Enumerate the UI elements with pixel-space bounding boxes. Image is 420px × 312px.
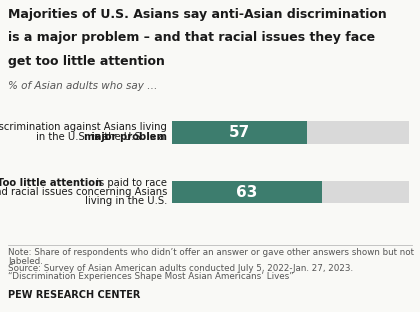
Text: PEW RESEARCH CENTER: PEW RESEARCH CENTER — [8, 290, 141, 300]
Text: get too little attention: get too little attention — [8, 55, 165, 68]
Bar — [172, 121, 410, 144]
Text: 57: 57 — [229, 125, 250, 140]
Text: in the U.S. is a: in the U.S. is a — [36, 132, 111, 142]
Text: % of Asian adults who say …: % of Asian adults who say … — [8, 81, 158, 91]
Bar — [172, 121, 307, 144]
Text: 63: 63 — [236, 184, 257, 199]
Text: Note: Share of respondents who didn’t offer an answer or gave other answers show: Note: Share of respondents who didn’t of… — [8, 248, 415, 257]
Text: major problem: major problem — [84, 132, 167, 142]
Text: Source: Survey of Asian American adults conducted July 5, 2022-Jan. 27, 2023.: Source: Survey of Asian American adults … — [8, 264, 354, 273]
Text: is paid to race: is paid to race — [93, 178, 167, 188]
Text: labeled.: labeled. — [8, 257, 43, 266]
Text: Too little attention: Too little attention — [0, 178, 102, 188]
Text: is a major problem – and that racial issues they face: is a major problem – and that racial iss… — [8, 31, 375, 44]
Text: and racial issues concerning Asians: and racial issues concerning Asians — [0, 187, 167, 197]
Text: Majorities of U.S. Asians say anti-Asian discrimination: Majorities of U.S. Asians say anti-Asian… — [8, 8, 387, 21]
Bar — [172, 181, 410, 203]
Text: living in the U.S.: living in the U.S. — [85, 196, 167, 206]
Text: “Discrimination Experiences Shape Most Asian Americans’ Lives”: “Discrimination Experiences Shape Most A… — [8, 272, 294, 281]
Text: in the U.S. is a: in the U.S. is a — [92, 132, 167, 142]
Text: Discrimination against Asians living: Discrimination against Asians living — [0, 122, 167, 132]
Bar — [172, 181, 322, 203]
